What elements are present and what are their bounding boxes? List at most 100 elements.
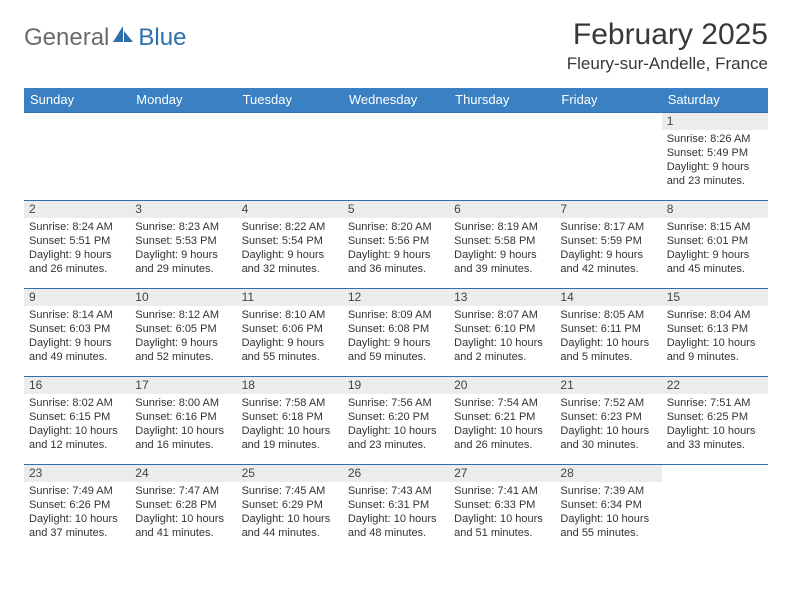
calendar-day-cell: 9Sunrise: 8:14 AMSunset: 6:03 PMDaylight… <box>24 289 130 377</box>
day-number: 10 <box>130 289 236 306</box>
day-number <box>237 113 343 130</box>
calendar-week-row: 2Sunrise: 8:24 AMSunset: 5:51 PMDaylight… <box>24 201 768 289</box>
calendar-day-cell: 4Sunrise: 8:22 AMSunset: 5:54 PMDaylight… <box>237 201 343 289</box>
day-info: Sunrise: 7:43 AMSunset: 6:31 PMDaylight:… <box>343 482 449 542</box>
calendar-day-cell: 16Sunrise: 8:02 AMSunset: 6:15 PMDayligh… <box>24 377 130 465</box>
calendar-day-cell <box>24 113 130 201</box>
day-number: 21 <box>555 377 661 394</box>
calendar-day-cell <box>130 113 236 201</box>
day-number: 19 <box>343 377 449 394</box>
header: General Blue February 2025 Fleury-sur-An… <box>24 18 768 74</box>
calendar-day-cell: 26Sunrise: 7:43 AMSunset: 6:31 PMDayligh… <box>343 465 449 553</box>
calendar-day-cell: 18Sunrise: 7:58 AMSunset: 6:18 PMDayligh… <box>237 377 343 465</box>
day-info: Sunrise: 8:15 AMSunset: 6:01 PMDaylight:… <box>662 218 768 278</box>
day-info: Sunrise: 8:02 AMSunset: 6:15 PMDaylight:… <box>24 394 130 454</box>
day-info: Sunrise: 7:51 AMSunset: 6:25 PMDaylight:… <box>662 394 768 454</box>
day-info: Sunrise: 8:00 AMSunset: 6:16 PMDaylight:… <box>130 394 236 454</box>
day-info: Sunrise: 8:05 AMSunset: 6:11 PMDaylight:… <box>555 306 661 366</box>
day-info: Sunrise: 8:07 AMSunset: 6:10 PMDaylight:… <box>449 306 555 366</box>
calendar-week-row: 16Sunrise: 8:02 AMSunset: 6:15 PMDayligh… <box>24 377 768 465</box>
day-number <box>130 113 236 130</box>
day-number: 22 <box>662 377 768 394</box>
weekday-header: Sunday <box>24 88 130 113</box>
calendar-day-cell <box>237 113 343 201</box>
day-number: 1 <box>662 113 768 130</box>
day-number <box>24 113 130 130</box>
day-info: Sunrise: 8:10 AMSunset: 6:06 PMDaylight:… <box>237 306 343 366</box>
day-number: 24 <box>130 465 236 482</box>
day-info: Sunrise: 8:17 AMSunset: 5:59 PMDaylight:… <box>555 218 661 278</box>
day-number: 28 <box>555 465 661 482</box>
calendar-day-cell: 6Sunrise: 8:19 AMSunset: 5:58 PMDaylight… <box>449 201 555 289</box>
logo-sail-icon <box>112 24 134 52</box>
calendar-day-cell <box>449 113 555 201</box>
calendar-day-cell: 3Sunrise: 8:23 AMSunset: 5:53 PMDaylight… <box>130 201 236 289</box>
day-info: Sunrise: 7:39 AMSunset: 6:34 PMDaylight:… <box>555 482 661 542</box>
day-info: Sunrise: 7:52 AMSunset: 6:23 PMDaylight:… <box>555 394 661 454</box>
calendar-day-cell: 12Sunrise: 8:09 AMSunset: 6:08 PMDayligh… <box>343 289 449 377</box>
logo-word-blue: Blue <box>138 24 186 52</box>
day-number <box>662 465 768 482</box>
calendar-week-row: 9Sunrise: 8:14 AMSunset: 6:03 PMDaylight… <box>24 289 768 377</box>
calendar-day-cell: 11Sunrise: 8:10 AMSunset: 6:06 PMDayligh… <box>237 289 343 377</box>
logo-word-general: General <box>24 24 109 52</box>
calendar-day-cell: 2Sunrise: 8:24 AMSunset: 5:51 PMDaylight… <box>24 201 130 289</box>
day-number: 8 <box>662 201 768 218</box>
calendar-day-cell: 28Sunrise: 7:39 AMSunset: 6:34 PMDayligh… <box>555 465 661 553</box>
calendar-day-cell <box>662 465 768 553</box>
day-number: 15 <box>662 289 768 306</box>
day-info: Sunrise: 8:19 AMSunset: 5:58 PMDaylight:… <box>449 218 555 278</box>
day-info: Sunrise: 7:58 AMSunset: 6:18 PMDaylight:… <box>237 394 343 454</box>
day-number: 26 <box>343 465 449 482</box>
day-number: 9 <box>24 289 130 306</box>
day-number: 5 <box>343 201 449 218</box>
weekday-header: Wednesday <box>343 88 449 113</box>
day-number: 27 <box>449 465 555 482</box>
title-block: February 2025 Fleury-sur-Andelle, France <box>567 18 768 74</box>
day-number: 12 <box>343 289 449 306</box>
day-number: 18 <box>237 377 343 394</box>
weekday-header-row: Sunday Monday Tuesday Wednesday Thursday… <box>24 88 768 113</box>
day-info: Sunrise: 8:04 AMSunset: 6:13 PMDaylight:… <box>662 306 768 366</box>
page-title: February 2025 <box>567 18 768 52</box>
day-info: Sunrise: 8:14 AMSunset: 6:03 PMDaylight:… <box>24 306 130 366</box>
day-number: 11 <box>237 289 343 306</box>
calendar-day-cell: 13Sunrise: 8:07 AMSunset: 6:10 PMDayligh… <box>449 289 555 377</box>
calendar-week-row: 1Sunrise: 8:26 AMSunset: 5:49 PMDaylight… <box>24 113 768 201</box>
day-number <box>343 113 449 130</box>
day-info: Sunrise: 8:23 AMSunset: 5:53 PMDaylight:… <box>130 218 236 278</box>
calendar-day-cell: 25Sunrise: 7:45 AMSunset: 6:29 PMDayligh… <box>237 465 343 553</box>
calendar-day-cell: 21Sunrise: 7:52 AMSunset: 6:23 PMDayligh… <box>555 377 661 465</box>
day-info: Sunrise: 8:20 AMSunset: 5:56 PMDaylight:… <box>343 218 449 278</box>
location: Fleury-sur-Andelle, France <box>567 54 768 74</box>
day-number: 2 <box>24 201 130 218</box>
calendar-day-cell: 17Sunrise: 8:00 AMSunset: 6:16 PMDayligh… <box>130 377 236 465</box>
day-number: 6 <box>449 201 555 218</box>
logo: General Blue <box>24 18 186 52</box>
weekday-header: Friday <box>555 88 661 113</box>
day-number <box>449 113 555 130</box>
weekday-header: Monday <box>130 88 236 113</box>
day-info: Sunrise: 7:45 AMSunset: 6:29 PMDaylight:… <box>237 482 343 542</box>
day-number: 17 <box>130 377 236 394</box>
calendar-day-cell: 5Sunrise: 8:20 AMSunset: 5:56 PMDaylight… <box>343 201 449 289</box>
calendar-day-cell: 10Sunrise: 8:12 AMSunset: 6:05 PMDayligh… <box>130 289 236 377</box>
day-info: Sunrise: 8:09 AMSunset: 6:08 PMDaylight:… <box>343 306 449 366</box>
day-number <box>555 113 661 130</box>
day-info: Sunrise: 8:24 AMSunset: 5:51 PMDaylight:… <box>24 218 130 278</box>
calendar-day-cell: 14Sunrise: 8:05 AMSunset: 6:11 PMDayligh… <box>555 289 661 377</box>
weekday-header: Thursday <box>449 88 555 113</box>
day-number: 16 <box>24 377 130 394</box>
calendar-day-cell: 7Sunrise: 8:17 AMSunset: 5:59 PMDaylight… <box>555 201 661 289</box>
calendar-day-cell: 8Sunrise: 8:15 AMSunset: 6:01 PMDaylight… <box>662 201 768 289</box>
day-info: Sunrise: 7:56 AMSunset: 6:20 PMDaylight:… <box>343 394 449 454</box>
day-number: 4 <box>237 201 343 218</box>
day-number: 23 <box>24 465 130 482</box>
calendar-day-cell <box>343 113 449 201</box>
day-info: Sunrise: 8:12 AMSunset: 6:05 PMDaylight:… <box>130 306 236 366</box>
weekday-header: Saturday <box>662 88 768 113</box>
day-info: Sunrise: 8:26 AMSunset: 5:49 PMDaylight:… <box>662 130 768 190</box>
calendar-day-cell <box>555 113 661 201</box>
calendar-day-cell: 20Sunrise: 7:54 AMSunset: 6:21 PMDayligh… <box>449 377 555 465</box>
day-info: Sunrise: 7:41 AMSunset: 6:33 PMDaylight:… <box>449 482 555 542</box>
